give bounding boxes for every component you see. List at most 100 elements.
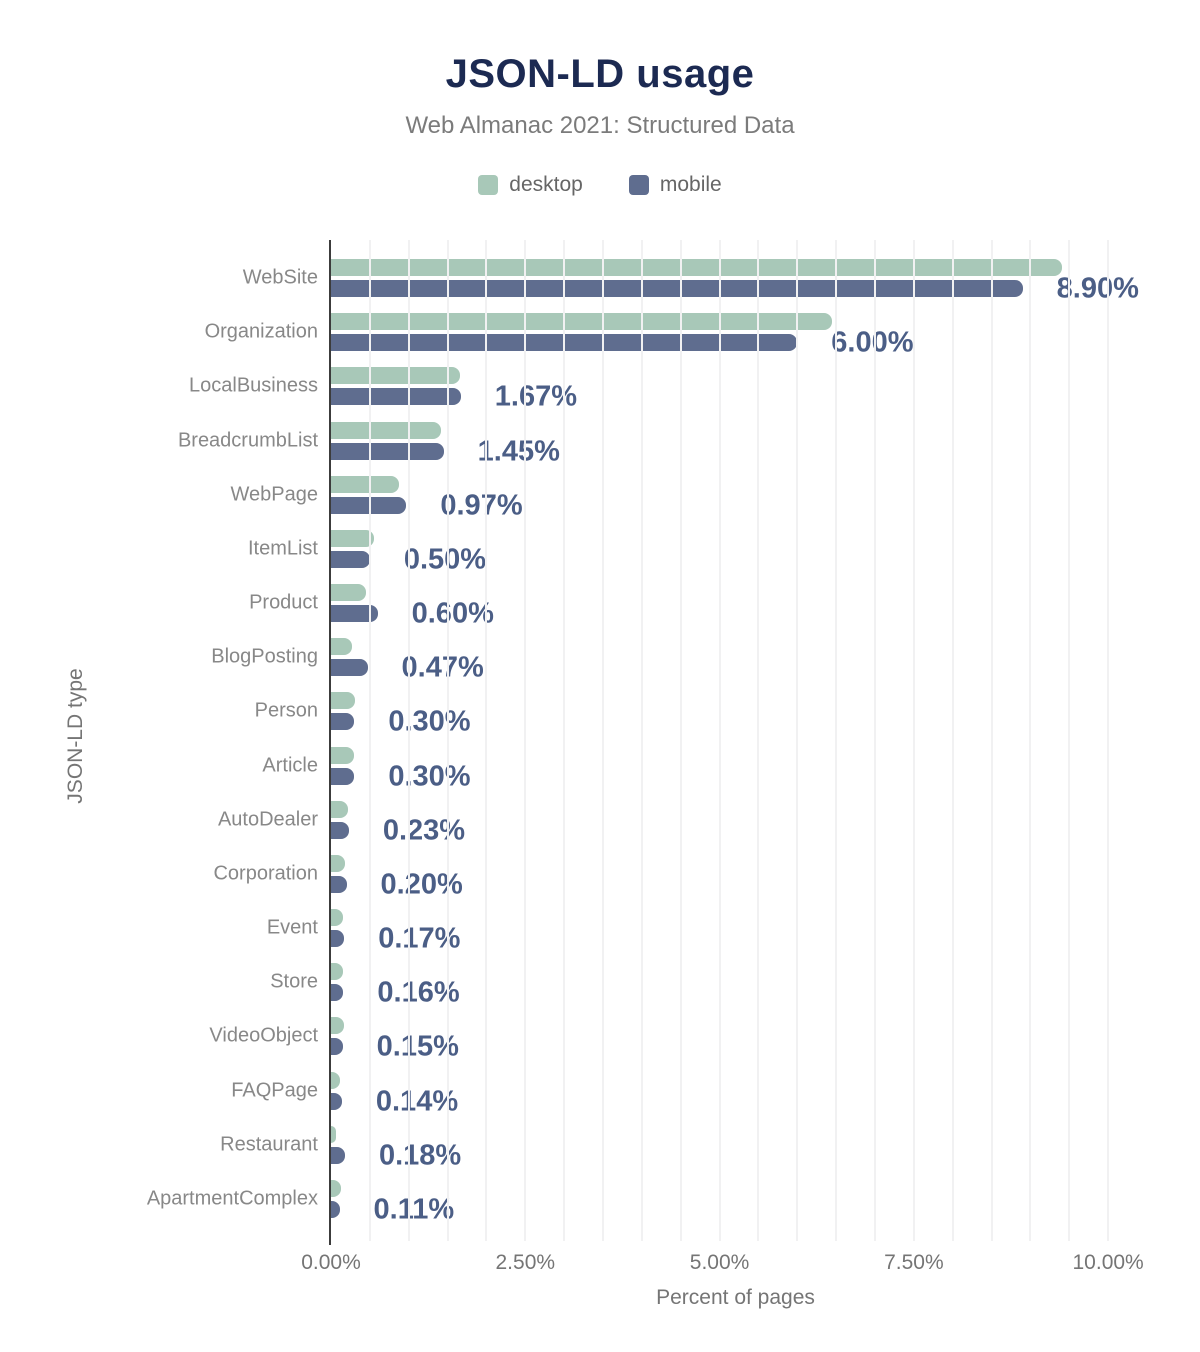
bar-desktop[interactable]	[331, 584, 366, 601]
bar-mobile[interactable]	[331, 605, 378, 622]
gridline	[912, 240, 915, 1241]
bar-mobile[interactable]	[331, 659, 368, 677]
value-label: 0.60%	[411, 597, 494, 630]
bar-mobile[interactable]	[331, 767, 355, 785]
value-label: 8.90%	[1056, 272, 1139, 305]
bar-row: LocalBusiness 1.67%	[189, 359, 1140, 413]
bar-mobile[interactable]	[331, 496, 407, 514]
category-label: Article	[262, 754, 318, 777]
gridline	[757, 240, 760, 1241]
gridline	[990, 240, 993, 1241]
category-label: Store	[270, 970, 318, 993]
category-label: BreadcrumbList	[177, 429, 318, 452]
value-label: 0.50%	[403, 543, 487, 576]
bars-region: WebSite 8.90% Organization 6.00% LocalBusine…	[147, 251, 1140, 1226]
bar-row: Store 0.16%	[270, 955, 1140, 1009]
bar-row: BlogPosting 0.47%	[211, 630, 1140, 684]
gridline	[835, 240, 838, 1241]
bar-desktop[interactable]	[331, 421, 441, 439]
category-label: WebSite	[242, 266, 318, 289]
value-label: 0.97%	[440, 489, 523, 522]
bar-mobile[interactable]	[331, 1200, 340, 1218]
value-label: 0.30%	[388, 760, 471, 792]
bar-desktop[interactable]	[331, 475, 400, 493]
bar-desktop[interactable]	[331, 854, 345, 872]
bar-desktop[interactable]	[331, 963, 344, 981]
bar-desktop[interactable]	[331, 313, 833, 331]
bar-row: ItemList 0.50%	[248, 522, 1140, 576]
bar-mobile[interactable]	[331, 1038, 343, 1056]
value-label: 0.14%	[375, 1085, 459, 1117]
bar-mobile[interactable]	[331, 1092, 342, 1110]
value-label: 0.18%	[378, 1139, 462, 1172]
gridline	[873, 240, 876, 1241]
bar-row: WebPage 0.97%	[231, 468, 1140, 522]
bar-row: Article 0.30%	[262, 739, 1140, 793]
gridline	[1029, 240, 1032, 1241]
bar-desktop[interactable]	[331, 367, 460, 385]
category-label: Event	[266, 916, 318, 939]
gridline	[1068, 240, 1071, 1241]
legend-label-mobile: mobile	[659, 173, 722, 196]
bar-mobile[interactable]	[331, 388, 461, 406]
legend-item-mobile[interactable]: mobile	[628, 173, 722, 197]
gridline	[640, 240, 643, 1241]
gridline	[563, 240, 566, 1241]
bar-desktop[interactable]	[331, 692, 356, 710]
gridline	[485, 240, 488, 1241]
bar-desktop[interactable]	[331, 1017, 345, 1035]
bar-desktop[interactable]	[331, 1125, 336, 1143]
y-axis-title: JSON-LD type	[64, 668, 87, 804]
bar-mobile[interactable]	[331, 1146, 345, 1164]
x-tick-label: 5.00%	[689, 1251, 750, 1274]
chart-title: JSON-LD usage	[445, 52, 755, 96]
category-label: ItemList	[247, 537, 318, 560]
bar-mobile[interactable]	[331, 930, 345, 947]
category-label: AutoDealer	[217, 808, 318, 831]
bar-mobile[interactable]	[331, 713, 355, 731]
category-label: VideoObject	[209, 1024, 318, 1047]
category-label: FAQPage	[231, 1079, 318, 1102]
x-tick-label: 2.50%	[495, 1251, 556, 1274]
bar-row: VideoObject 0.15%	[209, 1009, 1140, 1063]
value-label: 0.20%	[380, 868, 463, 901]
gridline	[407, 240, 410, 1241]
value-label: 0.15%	[376, 1030, 459, 1063]
bar-mobile[interactable]	[331, 442, 444, 460]
bar-row: Product 0.60%	[249, 576, 1140, 630]
gridline	[368, 240, 371, 1241]
bar-mobile[interactable]	[331, 280, 1023, 297]
category-label: Restaurant	[220, 1133, 318, 1156]
bar-mobile[interactable]	[331, 875, 347, 893]
x-axis-title: Percent of pages	[656, 1286, 815, 1309]
gridline	[796, 240, 799, 1241]
value-label: 1.45%	[477, 435, 560, 467]
bar-row: ApartmentComplex 0.11%	[147, 1172, 1140, 1226]
bar-desktop[interactable]	[331, 800, 349, 818]
bar-desktop[interactable]	[331, 259, 1062, 276]
chart-subtitle: Web Almanac 2021: Structured Data	[405, 112, 795, 139]
bar-desktop[interactable]	[331, 1071, 341, 1089]
bar-desktop[interactable]	[331, 1179, 342, 1197]
bar-desktop[interactable]	[331, 746, 355, 764]
bar-desktop[interactable]	[331, 909, 344, 926]
category-label: LocalBusiness	[189, 374, 318, 397]
legend-label-desktop: desktop	[509, 173, 583, 196]
bar-row: Person 0.30%	[255, 684, 1140, 738]
bar-mobile[interactable]	[331, 984, 344, 1002]
bar-row: Event 0.17%	[267, 901, 1140, 955]
bar-row: Corporation 0.20%	[213, 847, 1140, 901]
gridline	[718, 240, 721, 1241]
value-label: 0.30%	[388, 705, 471, 738]
gridline	[1107, 240, 1110, 1241]
bar-row: FAQPage 0.14%	[231, 1064, 1140, 1118]
gridline	[524, 240, 527, 1241]
gridline	[951, 240, 954, 1241]
legend-item-desktop[interactable]: desktop	[478, 173, 583, 197]
bar-mobile[interactable]	[331, 821, 349, 839]
bar-desktop[interactable]	[331, 529, 374, 547]
value-label: 6.00%	[831, 326, 914, 359]
bar-mobile[interactable]	[331, 550, 370, 568]
bar-desktop[interactable]	[331, 638, 352, 656]
